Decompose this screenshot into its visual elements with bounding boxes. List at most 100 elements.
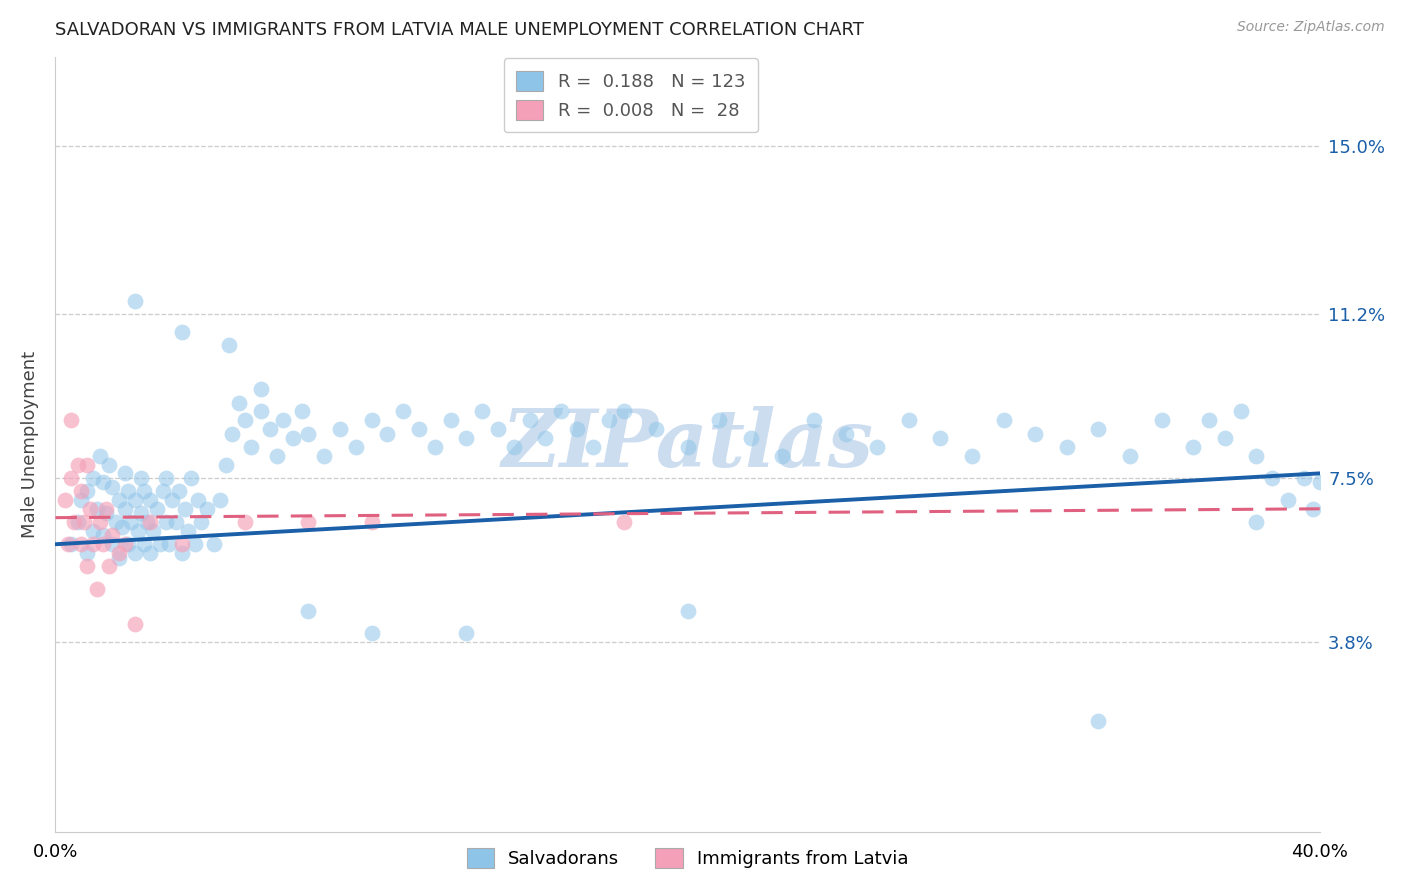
Point xyxy=(149,537,172,551)
Point xyxy=(190,515,212,529)
Point xyxy=(139,515,162,529)
Point xyxy=(63,515,86,529)
Point xyxy=(1246,515,1268,529)
Point xyxy=(69,484,91,499)
Point xyxy=(866,440,889,454)
Text: ZIPatlas: ZIPatlas xyxy=(502,406,873,483)
Point xyxy=(408,422,430,436)
Point xyxy=(167,484,190,499)
Point xyxy=(76,484,98,499)
Point xyxy=(94,501,117,516)
Point xyxy=(101,537,124,551)
Point xyxy=(79,501,101,516)
Point xyxy=(76,546,98,560)
Point xyxy=(165,515,187,529)
Point xyxy=(86,501,108,516)
Point xyxy=(534,431,557,445)
Legend: Salvadorans, Immigrants from Latvia: Salvadorans, Immigrants from Latvia xyxy=(458,839,918,878)
Point xyxy=(208,492,231,507)
Text: SALVADORAN VS IMMIGRANTS FROM LATVIA MALE UNEMPLOYMENT CORRELATION CHART: SALVADORAN VS IMMIGRANTS FROM LATVIA MAL… xyxy=(55,21,865,39)
Point xyxy=(86,582,108,596)
Point xyxy=(98,559,121,574)
Point xyxy=(183,537,205,551)
Point xyxy=(993,413,1015,427)
Point xyxy=(174,501,197,516)
Point xyxy=(240,440,263,454)
Point xyxy=(60,471,83,485)
Point xyxy=(107,546,129,560)
Point xyxy=(439,413,461,427)
Point xyxy=(145,501,167,516)
Point xyxy=(60,413,83,427)
Point xyxy=(124,492,146,507)
Point xyxy=(329,422,352,436)
Point xyxy=(124,617,146,632)
Point xyxy=(423,440,446,454)
Point xyxy=(297,426,319,441)
Point xyxy=(960,449,983,463)
Point xyxy=(456,625,478,640)
Point xyxy=(344,440,367,454)
Point xyxy=(202,537,225,551)
Point xyxy=(1292,471,1315,485)
Point xyxy=(170,546,193,560)
Point xyxy=(929,431,952,445)
Point xyxy=(107,492,129,507)
Point xyxy=(281,431,304,445)
Point xyxy=(170,537,193,551)
Point xyxy=(142,524,165,538)
Point xyxy=(195,501,218,516)
Point xyxy=(297,604,319,618)
Point xyxy=(221,426,243,441)
Point xyxy=(127,524,149,538)
Point xyxy=(645,422,668,436)
Point xyxy=(82,537,104,551)
Point xyxy=(740,431,762,445)
Point xyxy=(91,475,114,490)
Point xyxy=(1150,413,1173,427)
Point xyxy=(676,604,699,618)
Point xyxy=(598,413,620,427)
Point xyxy=(180,471,202,485)
Point xyxy=(565,422,588,436)
Point xyxy=(228,395,250,409)
Point xyxy=(1246,449,1268,463)
Point xyxy=(360,413,382,427)
Point xyxy=(76,559,98,574)
Point xyxy=(1198,413,1220,427)
Point xyxy=(1024,426,1046,441)
Point xyxy=(803,413,825,427)
Point xyxy=(519,413,541,427)
Point xyxy=(124,546,146,560)
Point xyxy=(1302,501,1324,516)
Point xyxy=(392,404,415,418)
Point xyxy=(170,325,193,339)
Point xyxy=(259,422,281,436)
Point xyxy=(250,382,273,396)
Point xyxy=(1182,440,1205,454)
Point xyxy=(53,492,76,507)
Point xyxy=(152,484,174,499)
Point xyxy=(1087,714,1109,729)
Point xyxy=(98,458,121,472)
Point xyxy=(471,404,494,418)
Point xyxy=(456,431,478,445)
Point xyxy=(550,404,572,418)
Point xyxy=(215,458,238,472)
Point xyxy=(91,528,114,542)
Y-axis label: Male Unemployment: Male Unemployment xyxy=(21,351,39,538)
Point xyxy=(136,515,159,529)
Point xyxy=(120,515,142,529)
Point xyxy=(187,492,209,507)
Point xyxy=(314,449,336,463)
Point xyxy=(124,293,146,308)
Point xyxy=(1229,404,1251,418)
Point xyxy=(104,515,127,529)
Point xyxy=(114,467,136,481)
Point xyxy=(177,524,200,538)
Point xyxy=(155,471,177,485)
Point xyxy=(297,515,319,529)
Point xyxy=(1056,440,1078,454)
Point xyxy=(1261,471,1284,485)
Point xyxy=(132,484,155,499)
